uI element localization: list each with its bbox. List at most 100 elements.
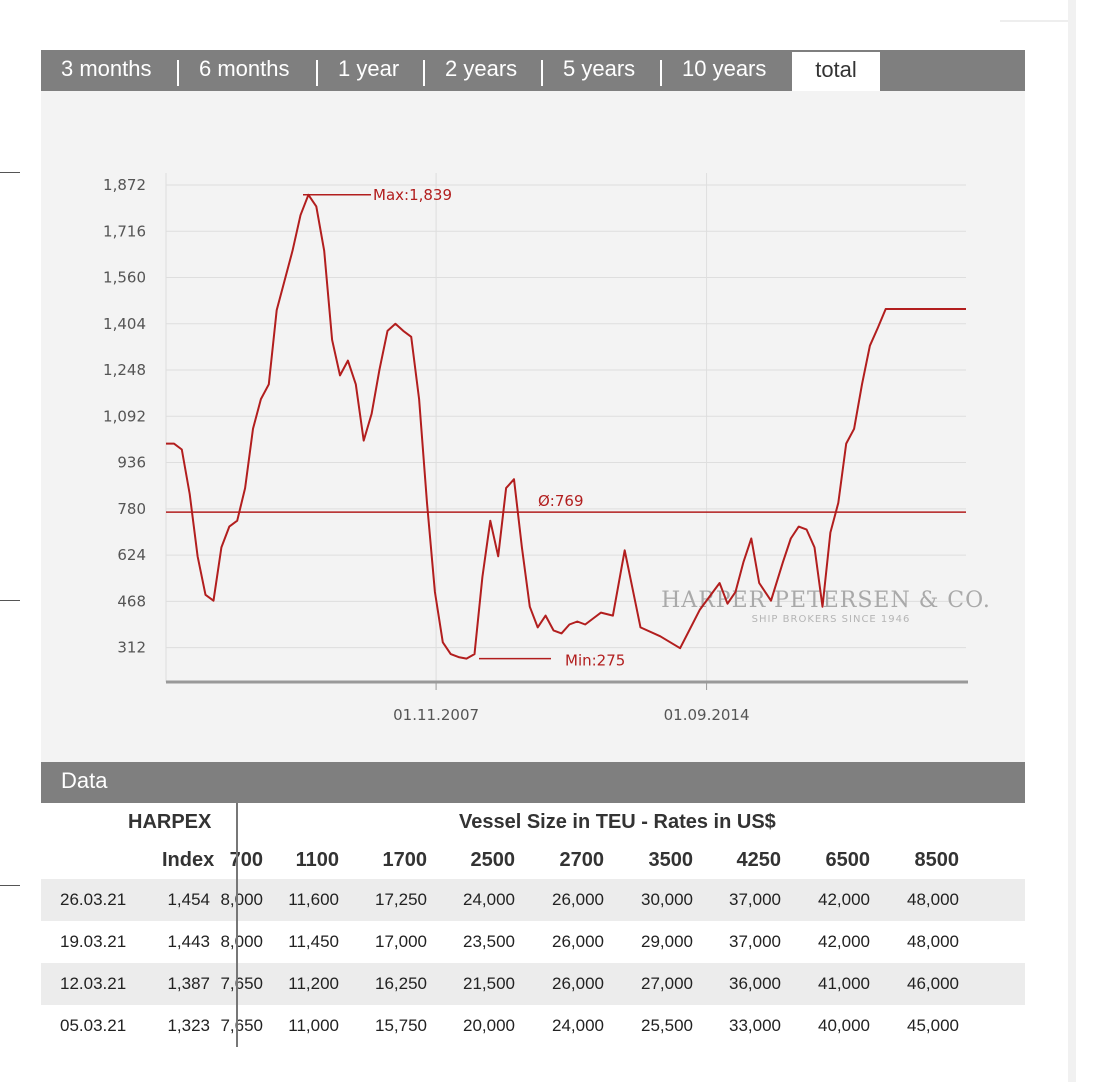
teu-col-header: 6500 (825, 849, 871, 871)
col-index: Index (162, 849, 215, 871)
series-line (166, 193, 966, 660)
row-index: 1,443 (167, 932, 210, 951)
rate-cell: 40,000 (818, 1016, 870, 1035)
y-tick-label: 936 (117, 454, 146, 472)
rate-cell: 11,450 (288, 932, 339, 951)
row-date: 26.03.21 (60, 890, 127, 909)
rate-cell: 21,500 (463, 974, 515, 993)
table-row: 26.03.21 1,454 8,000 11,600 17,250 24,000 26,0… (41, 879, 1025, 921)
tab-separator (660, 60, 662, 86)
chart-svg: 1,872 1,716 1,560 1,404 1,248 1,092 936 780 624 4… (103, 173, 991, 724)
rate-cell: 42,000 (818, 890, 870, 909)
rate-cell: 45,000 (907, 1016, 959, 1035)
y-tick-label: 1,092 (103, 407, 146, 425)
y-tick-label: 1,404 (103, 315, 146, 333)
rate-cell: 11,200 (288, 974, 339, 993)
row-index: 1,387 (167, 974, 210, 993)
rail-mark (0, 600, 20, 601)
teu-col-header: 700 (229, 849, 263, 871)
teu-col-header: 1700 (382, 849, 428, 871)
col-group-harpex: HARPEX (128, 811, 212, 833)
right-scroll-rail (1068, 0, 1076, 1082)
y-tick-label: 312 (117, 639, 146, 657)
rate-cell: 26,000 (552, 890, 604, 909)
rate-cell: 29,000 (641, 932, 693, 951)
tab-separator (177, 60, 179, 86)
rate-cell: 33,000 (729, 1016, 781, 1035)
tab-5-years[interactable]: 5 years (563, 56, 636, 81)
rate-cell: 8,000 (220, 890, 263, 909)
rate-cell: 17,250 (375, 890, 427, 909)
teu-col-header: 3500 (648, 849, 694, 871)
tab-separator (541, 60, 543, 86)
row-date: 19.03.21 (60, 932, 127, 951)
rate-cell: 23,500 (463, 932, 515, 951)
rate-cell: 8,000 (220, 932, 263, 951)
rate-cell: 7,650 (220, 1016, 263, 1035)
rate-cell: 11,600 (288, 890, 339, 909)
teu-col-header: 2700 (559, 849, 605, 871)
tab-2-years[interactable]: 2 years (445, 56, 518, 81)
rate-cell: 41,000 (818, 974, 870, 993)
rate-cell: 17,000 (375, 932, 427, 951)
harpex-chart: 1,872 1,716 1,560 1,404 1,248 1,092 936 780 624 4… (41, 110, 1025, 760)
rate-cell: 48,000 (907, 890, 959, 909)
mean-label: Ø:769 (538, 492, 584, 510)
watermark-subtitle: SHIP BROKERS SINCE 1946 (752, 614, 911, 625)
row-date: 05.03.21 (60, 1016, 127, 1035)
rate-cell: 36,000 (729, 974, 781, 993)
table-row: 19.03.21 1,443 8,000 11,450 17,000 23,500 26,0… (41, 921, 1025, 963)
tab-total[interactable]: total (792, 52, 880, 91)
tab-1-year[interactable]: 1 year (338, 56, 400, 81)
rate-cell: 46,000 (907, 974, 959, 993)
table-row: 05.03.21 1,323 7,650 11,000 15,750 20,000 24,0… (41, 1005, 1025, 1047)
tab-10-years[interactable]: 10 years (682, 56, 767, 81)
teu-col-header: 1100 (295, 849, 339, 871)
col-group-vessel-size: Vessel Size in TEU - Rates in US$ (459, 811, 776, 833)
teu-col-header: 2500 (470, 849, 516, 871)
max-label: Max:1,839 (373, 186, 452, 204)
rate-cell: 26,000 (552, 932, 604, 951)
rate-cell: 26,000 (552, 974, 604, 993)
rate-cell: 27,000 (641, 974, 693, 993)
y-tick-label: 1,716 (103, 222, 146, 240)
rail-mark (0, 172, 20, 173)
rate-cell: 25,500 (641, 1016, 693, 1035)
left-rail (0, 0, 40, 1082)
watermark-title: HARPER PETERSEN & CO. (661, 588, 991, 613)
rate-cell: 37,000 (729, 890, 781, 909)
rate-cell: 24,000 (463, 890, 515, 909)
y-tick-label: 468 (117, 592, 146, 610)
data-section-header: Data (41, 762, 1025, 803)
y-tick-label: 780 (117, 500, 146, 518)
rates-table: HARPEX Vessel Size in TEU - Rates in US$… (41, 803, 1025, 1082)
y-tick-label: 1,872 (103, 176, 146, 194)
x-tick-label: 01.11.2007 (393, 706, 479, 724)
rate-cell: 24,000 (552, 1016, 604, 1035)
tab-6-months[interactable]: 6 months (199, 56, 290, 81)
row-date: 12.03.21 (60, 974, 127, 993)
rate-cell: 20,000 (463, 1016, 515, 1035)
table-divider (236, 803, 238, 1047)
rate-cell: 15,750 (375, 1016, 427, 1035)
rate-cell: 30,000 (641, 890, 693, 909)
teu-col-header: 8500 (914, 849, 960, 871)
data-section-title: Data (61, 768, 108, 793)
rate-cell: 42,000 (818, 932, 870, 951)
rate-cell: 16,250 (375, 974, 427, 993)
y-tick-label: 624 (117, 546, 146, 564)
y-tick-label: 1,560 (103, 269, 146, 287)
rate-cell: 37,000 (729, 932, 781, 951)
row-index: 1,454 (167, 890, 210, 909)
row-index: 1,323 (167, 1016, 210, 1035)
rate-cell: 11,000 (288, 1016, 339, 1035)
rate-cell: 7,650 (220, 974, 263, 993)
tab-separator (316, 60, 318, 86)
rate-cell: 48,000 (907, 932, 959, 951)
period-tabbar: 3 months 6 months 1 year 2 years 5 years… (41, 50, 1025, 91)
min-label: Min:275 (565, 652, 625, 670)
tab-3-months[interactable]: 3 months (61, 56, 152, 81)
table-row: 12.03.21 1,387 7,650 11,200 16,250 21,500 26,0… (41, 963, 1025, 1005)
rail-mark (0, 885, 20, 886)
right-top-border (1000, 20, 1076, 22)
